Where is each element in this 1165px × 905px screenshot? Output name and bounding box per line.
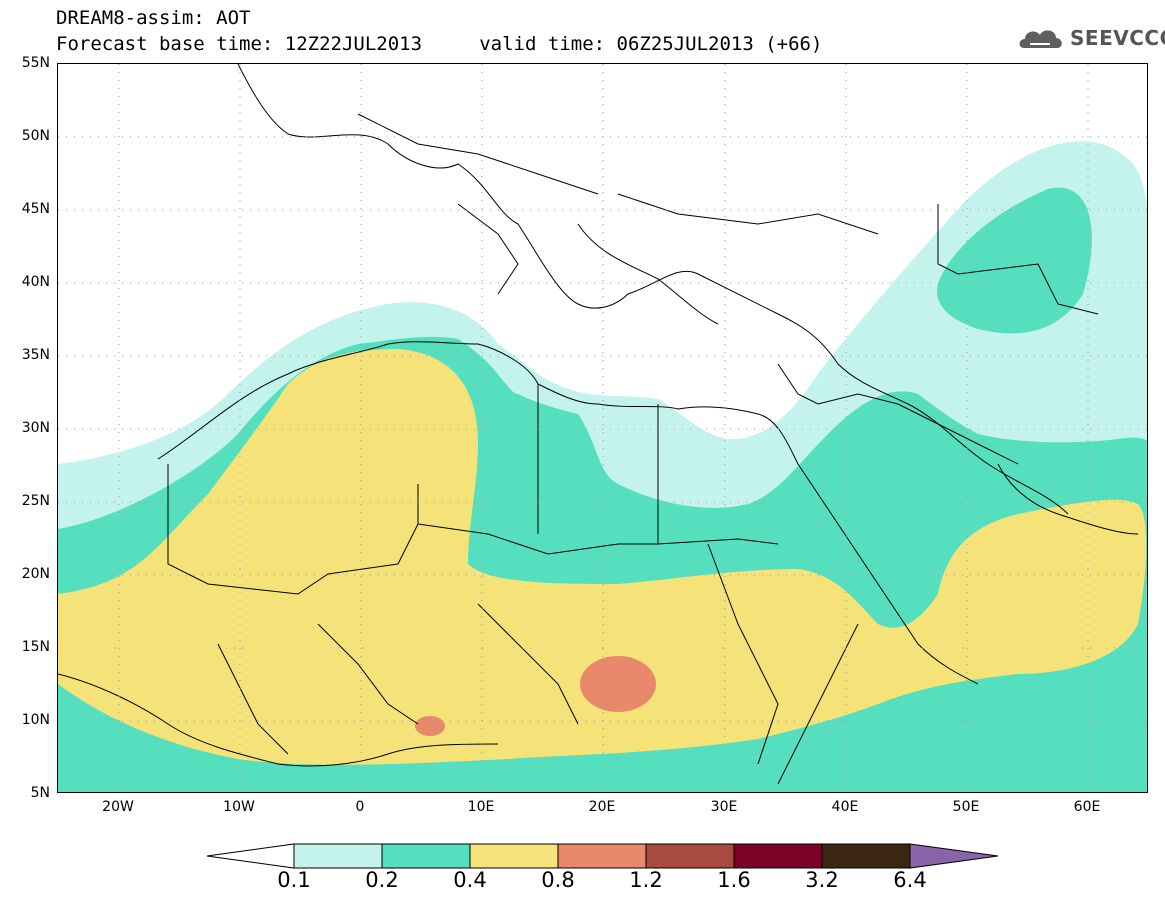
lon-label: 10W [223, 799, 255, 815]
lat-label: 40N [21, 274, 50, 290]
lat-label: 35N [21, 347, 50, 363]
lat-label: 50N [21, 128, 50, 144]
map-title: DREAM8-assim: AOT [56, 7, 251, 29]
lon-label: 10E [467, 799, 495, 815]
forecast-time-line: Forecast base time: 12Z22JUL2013 valid t… [56, 33, 823, 55]
colorbar-swatch [469, 843, 559, 869]
lon-label: 50E [952, 799, 980, 815]
colorbar-label: 0.8 [541, 868, 575, 892]
aot-map [57, 63, 1148, 793]
lon-label: 60E [1073, 799, 1101, 815]
lat-label: 10N [21, 712, 50, 728]
colorbar-label: 1.6 [717, 868, 751, 892]
colorbar [206, 843, 999, 869]
lat-label: 30N [21, 420, 50, 436]
lon-label: 40E [831, 799, 859, 815]
colorbar-high-arrow [909, 843, 999, 869]
lat-label: 45N [21, 201, 50, 217]
lat-label: 5N [30, 785, 50, 801]
aot-band-0-4 [58, 349, 1147, 765]
colorbar-swatch [821, 843, 911, 869]
lon-label: 20W [102, 799, 134, 815]
logo-text: SEEVCCC [1070, 26, 1165, 50]
coastlines [58, 64, 1139, 785]
lat-label: 15N [21, 639, 50, 655]
colorbar-swatch [645, 843, 735, 869]
colorbar-label: 3.2 [805, 868, 839, 892]
lat-label: 25N [21, 493, 50, 509]
colorbar-swatch [557, 843, 647, 869]
colorbar-label: 1.2 [629, 868, 663, 892]
aot-band-0-2-caspian [937, 187, 1092, 334]
colorbar-label: 0.4 [453, 868, 487, 892]
gridlines [58, 64, 1147, 792]
lon-label: 30E [710, 799, 738, 815]
lon-label: 20E [588, 799, 616, 815]
colorbar-label: 6.4 [893, 868, 927, 892]
colorbar-label: 0.2 [365, 868, 399, 892]
aot-patch-0-8-a [580, 656, 656, 712]
colorbar-swatch [293, 843, 383, 869]
colorbar-low-arrow [206, 843, 295, 869]
aot-patch-0-8-b [415, 716, 445, 736]
colorbar-swatch [733, 843, 823, 869]
lat-label: 55N [21, 55, 50, 71]
lat-label: 20N [21, 566, 50, 582]
colorbar-swatch [381, 843, 471, 869]
colorbar-label: 0.1 [277, 868, 311, 892]
lon-label: 0 [355, 799, 365, 815]
cloud-icon [1019, 30, 1062, 48]
